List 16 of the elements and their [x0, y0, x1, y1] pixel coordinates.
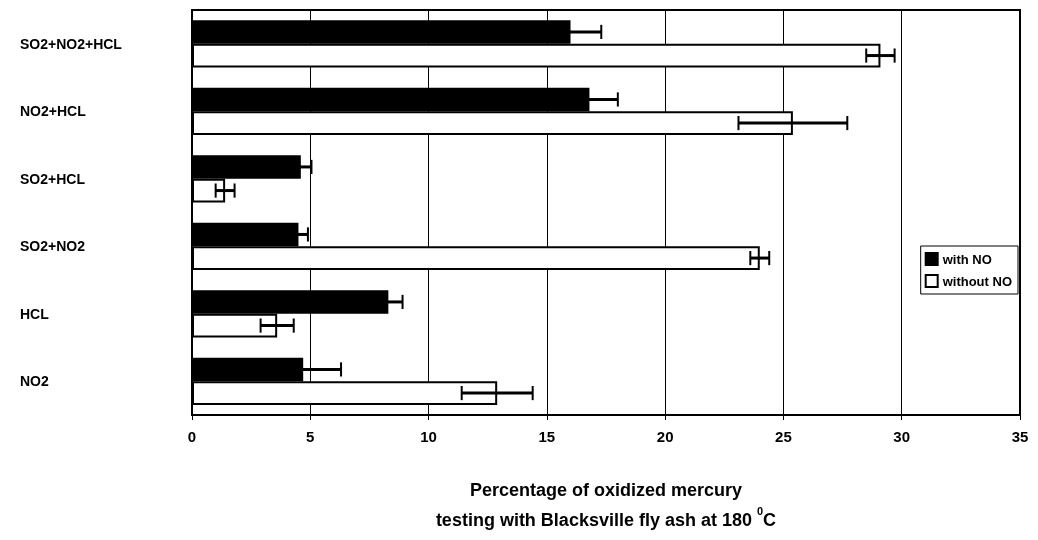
x-tick-label: 10 — [420, 428, 437, 445]
y-tick-label: NO2 — [20, 373, 49, 390]
x-tick-label: 35 — [1011, 428, 1029, 445]
legend-label: with NO — [941, 251, 992, 267]
y-tick-label: SO2+HCL — [20, 170, 86, 187]
legend-label: without NO — [941, 273, 1013, 289]
x-tick-label: 30 — [893, 428, 911, 445]
x-tick-label: 25 — [775, 428, 792, 445]
x-tick-label: 0 — [187, 428, 197, 445]
x-tick-label: 20 — [656, 428, 674, 445]
y-tick-label: SO2+NO2+HCL — [20, 35, 123, 52]
y-tick-label: SO2+NO2 — [20, 238, 86, 255]
y-tick-label: HCL — [20, 305, 50, 322]
x-tick-label: 15 — [538, 428, 556, 445]
y-tick-label: NO2+HCL — [20, 103, 87, 120]
x-tick-label: 5 — [306, 428, 315, 445]
